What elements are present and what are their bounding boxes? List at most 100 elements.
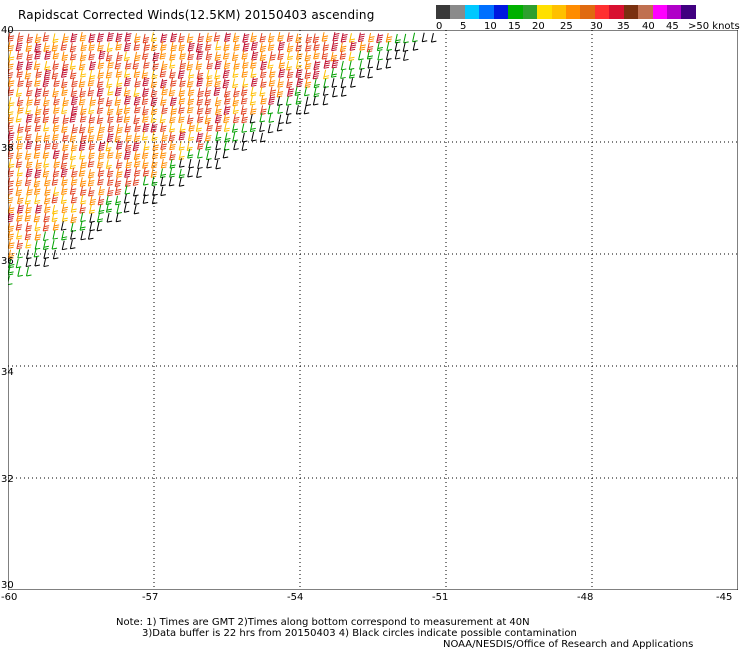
wind-barb bbox=[62, 96, 69, 107]
wind-barb bbox=[160, 122, 167, 133]
wind-barb bbox=[116, 123, 123, 134]
wind-barb bbox=[43, 158, 50, 168]
wind-speed-legend-labels: 0 5 10 15 20 25 30 35 40 45 >50 knots bbox=[430, 21, 740, 35]
wind-barb bbox=[8, 222, 14, 233]
wind-barb bbox=[34, 194, 41, 205]
wind-barb bbox=[340, 32, 348, 43]
wind-barb bbox=[223, 122, 230, 132]
wind-barb bbox=[42, 77, 50, 88]
legend-swatch-4 bbox=[493, 5, 509, 19]
wind-barb bbox=[69, 150, 77, 161]
wind-barb bbox=[34, 77, 41, 87]
wind-barb bbox=[195, 60, 203, 70]
wind-barb bbox=[114, 132, 122, 143]
wind-barb bbox=[16, 60, 24, 71]
wind-barb bbox=[286, 32, 294, 42]
wind-barb bbox=[332, 31, 340, 42]
wind-barb bbox=[115, 68, 123, 78]
wind-barb bbox=[187, 148, 194, 159]
wind-barb bbox=[205, 32, 213, 43]
wind-barb bbox=[98, 185, 105, 196]
wind-barb bbox=[295, 59, 302, 70]
wind-barb bbox=[70, 176, 78, 186]
wind-barb bbox=[312, 33, 320, 43]
wind-barb bbox=[17, 248, 23, 259]
wind-barb bbox=[304, 86, 310, 97]
wind-barb bbox=[286, 87, 294, 97]
wind-barb bbox=[60, 159, 68, 170]
wind-barb bbox=[277, 104, 283, 114]
wind-barb bbox=[206, 59, 214, 70]
wind-barb bbox=[15, 112, 22, 123]
wind-barb bbox=[61, 203, 69, 214]
wind-barb bbox=[8, 77, 15, 87]
wind-barb bbox=[348, 68, 356, 79]
wind-barb bbox=[52, 49, 60, 60]
wind-barb bbox=[61, 176, 68, 186]
wind-barb bbox=[97, 195, 105, 206]
wind-barb bbox=[159, 67, 167, 78]
wind-barb bbox=[78, 167, 86, 177]
wind-barb bbox=[124, 168, 132, 178]
wind-barb bbox=[215, 122, 222, 132]
wind-barb bbox=[125, 132, 132, 142]
wind-barb bbox=[35, 204, 43, 214]
wind-barb bbox=[8, 177, 14, 187]
wind-barb bbox=[223, 105, 231, 116]
wind-barb bbox=[8, 185, 14, 195]
legend-swatch-5 bbox=[508, 5, 523, 19]
wind-barb bbox=[26, 86, 33, 97]
wind-barb bbox=[25, 238, 32, 249]
wind-barb bbox=[25, 221, 32, 232]
wind-barb bbox=[96, 114, 104, 124]
wind-barb bbox=[88, 149, 95, 160]
legend-label-7: 35 bbox=[617, 21, 630, 32]
wind-barb bbox=[267, 104, 274, 115]
wind-barb bbox=[97, 59, 105, 69]
wind-barb bbox=[88, 33, 96, 43]
wind-barb bbox=[25, 249, 32, 260]
wind-barb bbox=[115, 32, 123, 43]
wind-barb bbox=[187, 41, 195, 52]
wind-barb bbox=[295, 104, 302, 115]
wind-barb bbox=[340, 87, 347, 97]
wind-barb bbox=[69, 239, 76, 250]
wind-barb bbox=[80, 194, 87, 205]
wind-barb bbox=[312, 95, 319, 106]
wind-barb bbox=[34, 105, 42, 116]
wind-barb bbox=[250, 32, 257, 43]
wind-barb bbox=[8, 249, 15, 260]
wind-barb bbox=[150, 87, 158, 98]
wind-barb bbox=[88, 41, 95, 51]
wind-barb bbox=[187, 50, 194, 61]
wind-barb bbox=[321, 32, 329, 42]
wind-barb bbox=[24, 122, 32, 132]
wind-barb bbox=[44, 140, 51, 150]
wind-barb bbox=[98, 149, 105, 160]
wind-barb bbox=[151, 149, 159, 160]
wind-barb bbox=[285, 105, 292, 116]
lon-label-45w: -45 bbox=[716, 592, 733, 603]
wind-barb bbox=[385, 59, 392, 69]
wind-barb bbox=[70, 203, 77, 213]
wind-barb bbox=[87, 123, 95, 134]
wind-barb bbox=[88, 140, 96, 150]
wind-barb bbox=[231, 123, 238, 133]
wind-barb bbox=[134, 33, 141, 43]
wind-barb bbox=[359, 60, 365, 70]
wind-barb bbox=[26, 33, 34, 44]
wind-barb bbox=[161, 104, 168, 115]
wind-barb bbox=[8, 158, 15, 168]
wind-barb bbox=[16, 96, 24, 107]
wind-barb bbox=[214, 60, 222, 70]
wind-barb bbox=[105, 195, 112, 205]
wind-barb bbox=[60, 41, 68, 51]
wind-barb bbox=[8, 60, 14, 70]
wind-barb bbox=[231, 51, 239, 62]
wind-barb bbox=[313, 78, 320, 89]
wind-barb bbox=[179, 59, 186, 70]
wind-barb bbox=[241, 113, 248, 124]
wind-barb bbox=[267, 59, 274, 69]
wind-barb bbox=[305, 33, 313, 44]
wind-barb bbox=[160, 33, 168, 43]
